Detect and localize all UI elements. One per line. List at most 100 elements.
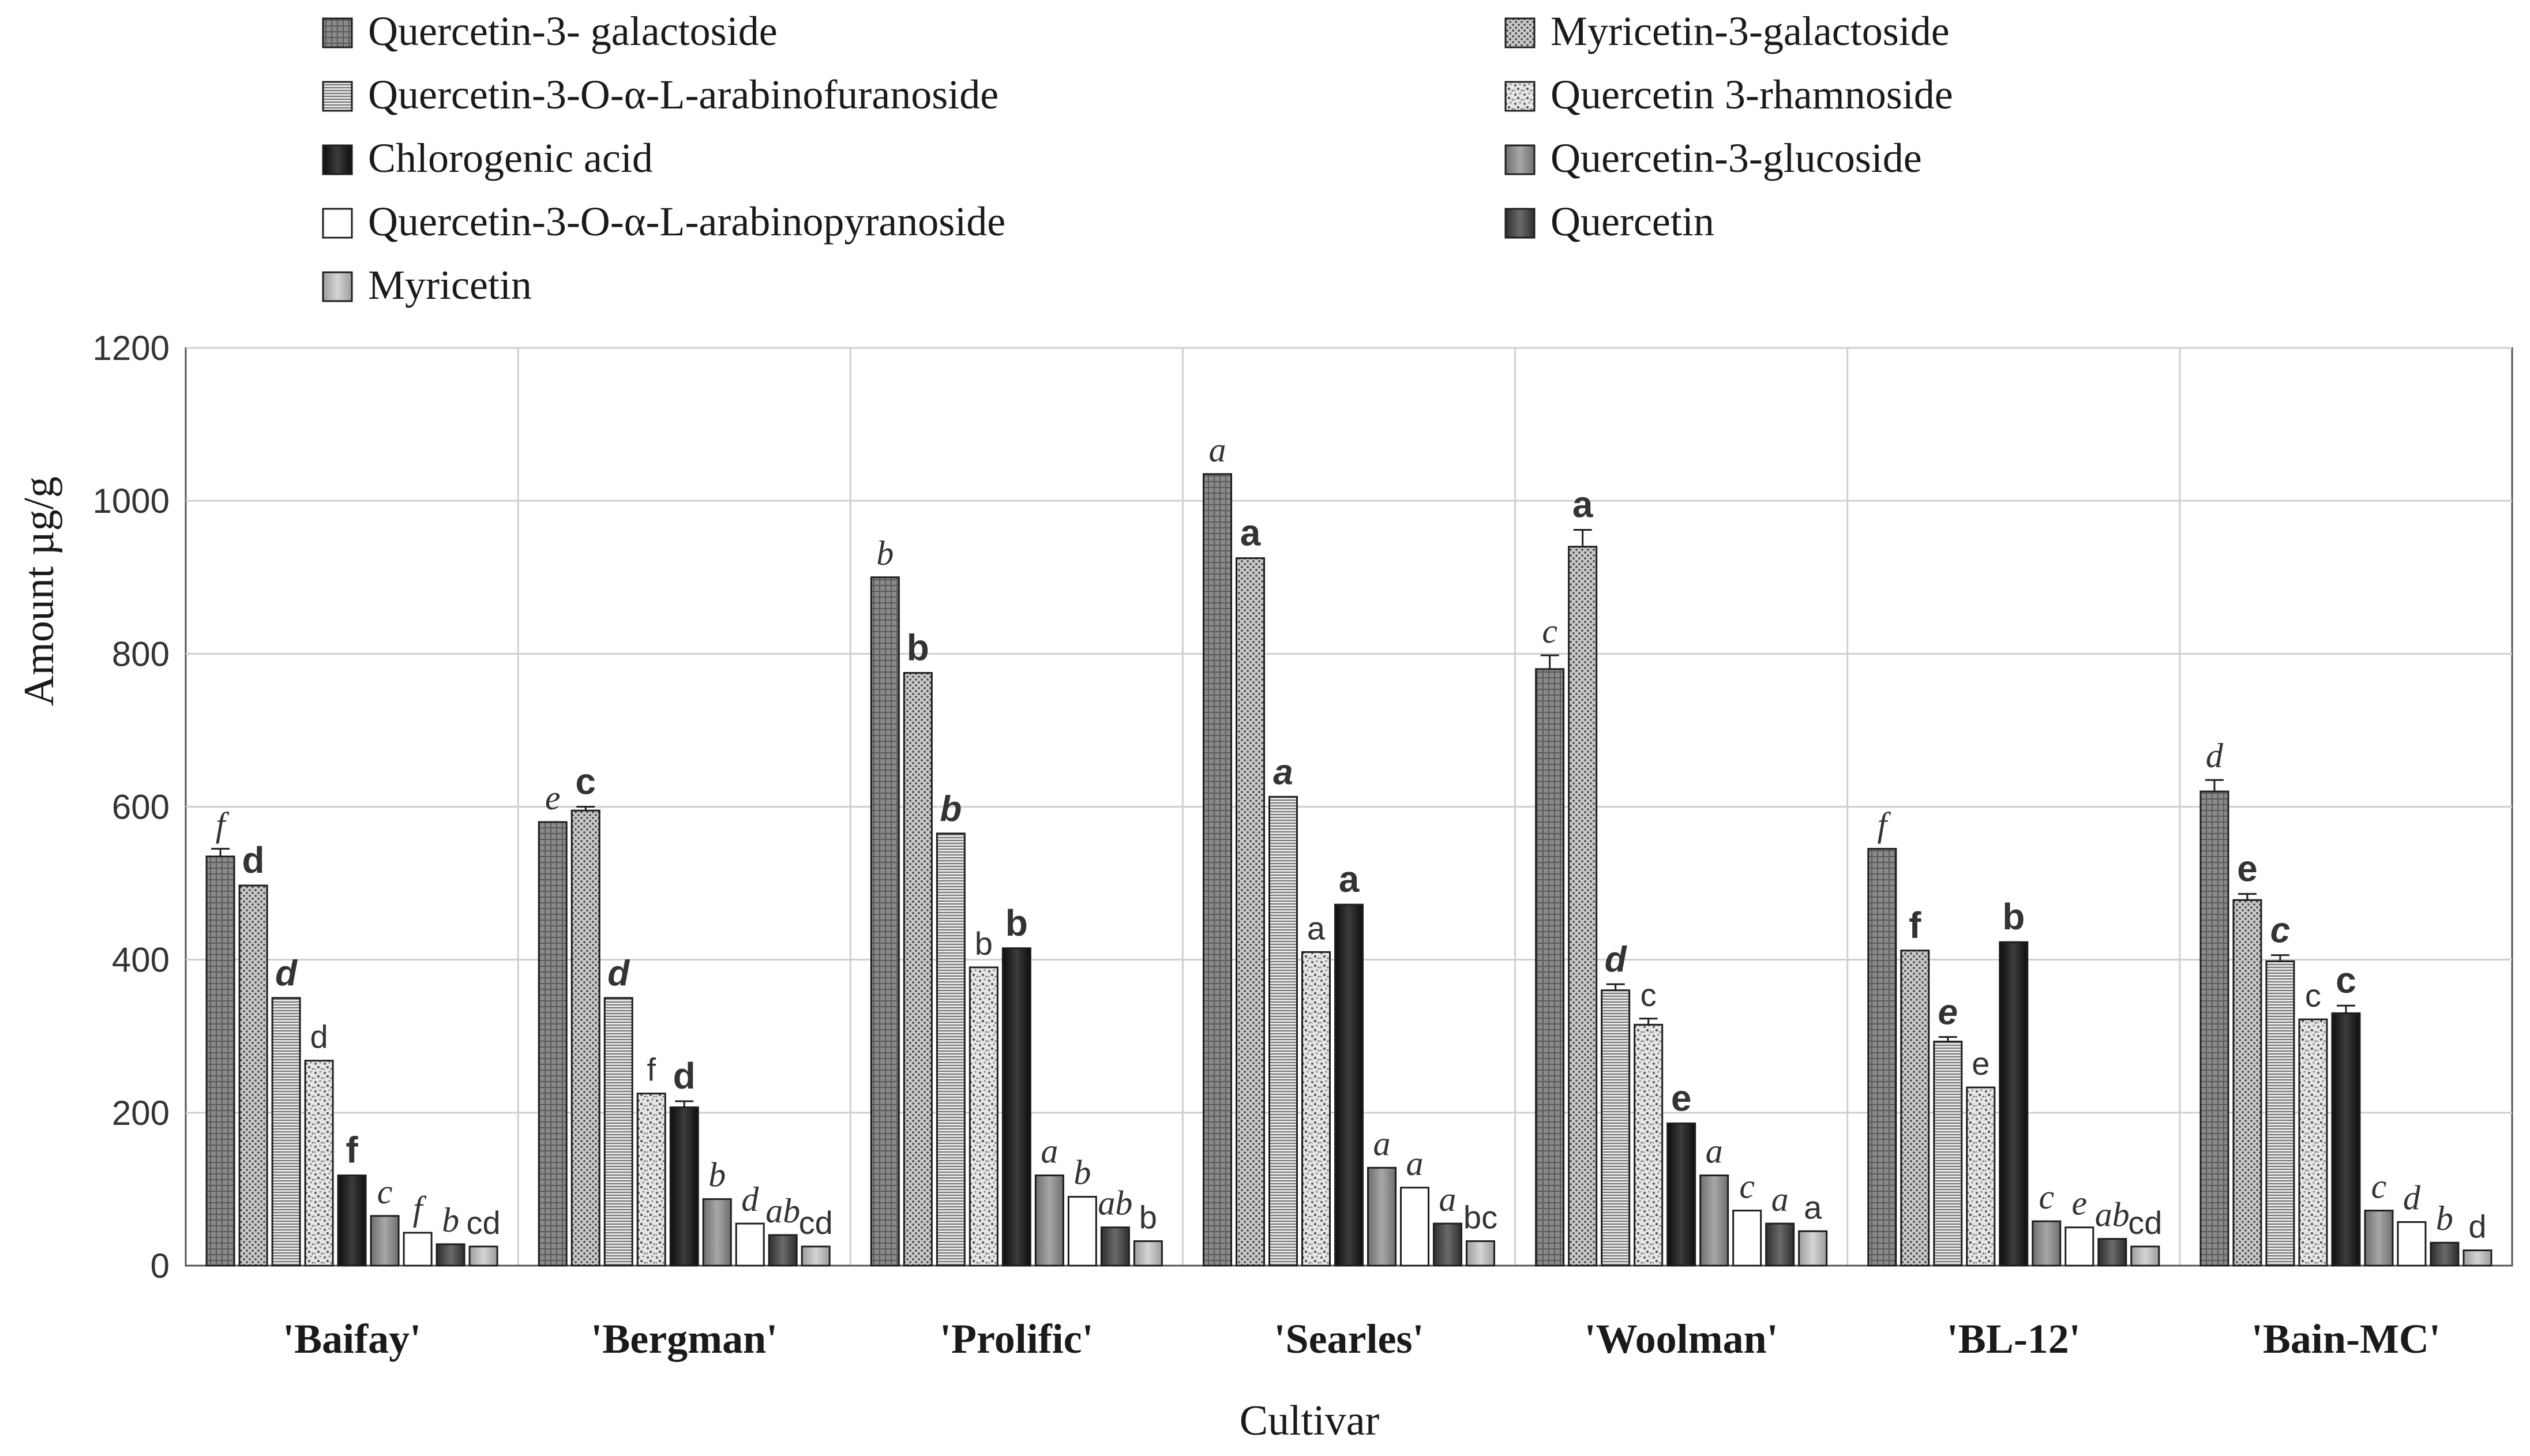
bar <box>801 1245 831 1267</box>
data-label: f <box>1877 805 1891 843</box>
bar <box>903 671 933 1267</box>
bar <box>1100 1226 1130 1267</box>
legend-label: Quercetin-3-O-α-L-arabinopyranoside <box>368 198 1005 245</box>
data-label: e <box>1972 1045 1990 1082</box>
data-label: f <box>413 1189 427 1228</box>
bar <box>768 1234 798 1267</box>
bar <box>1367 1166 1397 1267</box>
data-label: f <box>216 805 230 843</box>
bar <box>2199 790 2229 1267</box>
bar <box>636 1093 666 1267</box>
data-label: a <box>1273 752 1293 792</box>
y-tick-label: 600 <box>112 788 170 827</box>
data-label: e <box>1671 1077 1692 1119</box>
legend-swatch <box>322 81 353 112</box>
data-label: c <box>2270 911 2290 951</box>
bar <box>735 1222 765 1267</box>
data-label: a <box>1771 1180 1789 1218</box>
x-axis-title: Cultivar <box>1240 1397 1380 1444</box>
data-label: e <box>545 779 561 817</box>
bar <box>1900 950 1930 1267</box>
y-tick-label: 200 <box>112 1094 170 1132</box>
data-label: d <box>242 839 265 881</box>
y-axis-title: Amount µg/g <box>16 476 63 706</box>
data-label: ab <box>765 1192 800 1230</box>
bar <box>1867 847 1897 1267</box>
data-label: a <box>1439 1180 1457 1218</box>
bar <box>969 966 999 1267</box>
bar <box>436 1243 466 1267</box>
data-label: e <box>2071 1184 2087 1222</box>
bar <box>1634 1023 1664 1267</box>
bar <box>1466 1240 1495 1267</box>
y-tick-label: 400 <box>112 941 170 980</box>
data-label: c <box>2305 977 2321 1014</box>
data-label: a <box>1240 512 1261 554</box>
legend: Quercetin-3- galactoside Myricetin-3-gala… <box>322 8 1953 308</box>
data-label: cd <box>799 1204 833 1241</box>
bar <box>1433 1222 1462 1267</box>
data-label: d <box>607 954 630 993</box>
data-label: cd <box>466 1204 500 1241</box>
bar <box>2298 1018 2328 1267</box>
data-label: a <box>1373 1124 1391 1162</box>
y-tick-label: 800 <box>112 635 170 673</box>
legend-label: Myricetin <box>368 262 532 308</box>
data-label: d <box>741 1180 759 1218</box>
data-label: b <box>907 626 929 668</box>
data-label: b <box>2436 1199 2453 1237</box>
data-label: b <box>876 534 894 572</box>
bar <box>1133 1240 1163 1267</box>
data-label: c <box>1739 1168 1755 1206</box>
bar <box>2064 1226 2094 1267</box>
legend-label: Quercetin <box>1551 198 1714 245</box>
x-tick-label: 'Baifay' <box>283 1316 421 1362</box>
bar <box>1999 941 2029 1267</box>
data-label: c <box>2039 1178 2054 1216</box>
data-label: ab <box>1098 1184 1132 1222</box>
data-label: b <box>940 789 962 829</box>
data-label: bc <box>1463 1199 1497 1236</box>
data-label: a <box>1572 484 1593 526</box>
bar <box>1601 989 1631 1267</box>
data-label: d <box>673 1055 696 1097</box>
bar <box>1400 1187 1429 1267</box>
bar <box>2265 960 2295 1267</box>
bar <box>468 1245 498 1267</box>
data-label: b <box>1005 902 1028 944</box>
bar <box>1535 668 1565 1267</box>
bar <box>1568 546 1598 1267</box>
legend-label: Quercetin-3-glucoside <box>1551 135 1922 181</box>
bar <box>337 1174 367 1267</box>
legend-swatch <box>322 208 353 239</box>
y-tick-label: 1200 <box>93 329 170 367</box>
bar <box>702 1198 732 1267</box>
bar <box>1334 903 1364 1267</box>
x-tick-label: 'Bain-MC' <box>2251 1316 2441 1362</box>
bar <box>1966 1086 1996 1267</box>
bar <box>2397 1221 2427 1267</box>
data-label: d <box>310 1019 328 1055</box>
bar <box>403 1232 433 1267</box>
legend-swatch <box>1504 208 1536 239</box>
data-label: b <box>442 1201 459 1239</box>
data-label: d <box>2206 737 2224 775</box>
data-label: a <box>1804 1189 1822 1225</box>
bar <box>538 821 568 1267</box>
data-label: c <box>2336 959 2356 1001</box>
data-label: d <box>2468 1208 2486 1244</box>
bar <box>1765 1222 1795 1267</box>
data-label: b <box>1139 1199 1157 1236</box>
bar <box>304 1060 334 1267</box>
bar <box>1268 795 1298 1267</box>
y-tick-label: 0 <box>151 1247 170 1285</box>
data-label: d <box>275 954 298 993</box>
bar <box>238 884 268 1267</box>
data-label: c <box>1641 977 1657 1013</box>
y-tick-label: 1000 <box>93 482 170 520</box>
bar <box>1034 1174 1064 1267</box>
x-tick-label: 'BL-12' <box>1947 1316 2081 1362</box>
legend-swatch <box>1504 81 1536 112</box>
